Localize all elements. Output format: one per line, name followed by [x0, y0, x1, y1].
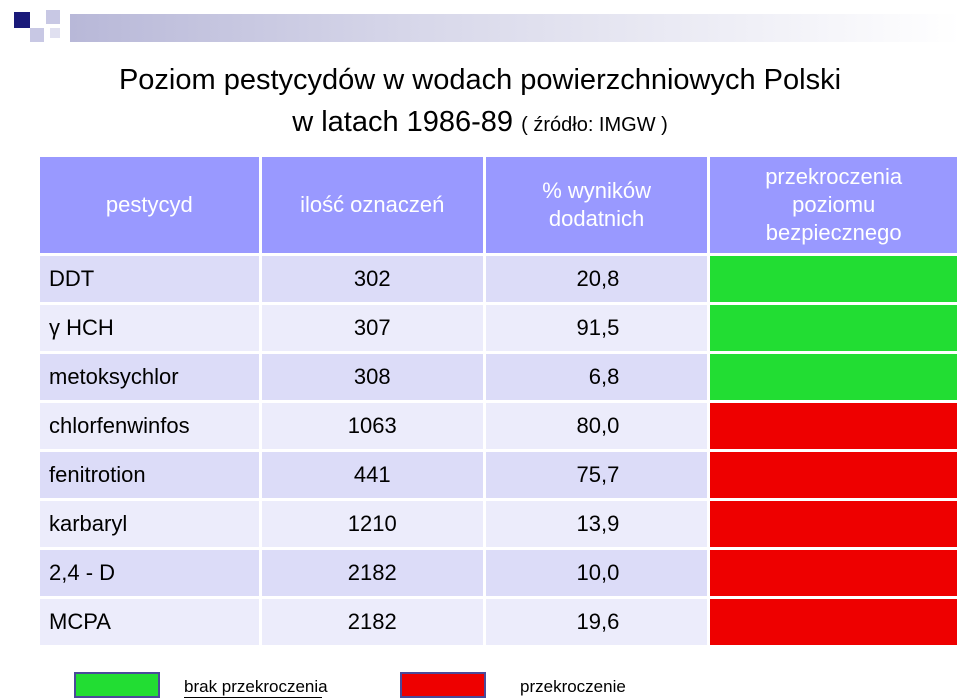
legend-label-exceed: przekroczenie [520, 677, 626, 696]
decor-square-light [30, 28, 44, 42]
header-ilosc-oznaczen: ilość oznaczeń [261, 157, 486, 256]
cell-procent: 13,9 [485, 501, 711, 550]
legend-swatch-no-exceed [74, 672, 160, 698]
cell-procent: 20,8 [485, 256, 711, 305]
cell-ilosc: 302 [261, 256, 486, 305]
cell-pestycyd: 2,4 - D [40, 550, 262, 599]
table-row: DDT 302 20,8 [40, 256, 957, 305]
header-przekroczenia: przekroczenia poziomu bezpiecznego [710, 157, 957, 256]
cell-ilosc: 308 [261, 354, 486, 403]
table-row: metoksychlor 308 6,8 [40, 354, 957, 403]
cell-ilosc: 2182 [261, 599, 486, 648]
cell-ilosc: 441 [261, 452, 486, 501]
cell-status-indicator [710, 354, 957, 403]
cell-procent: 75,7 [485, 452, 711, 501]
page-title: Poziom pestycydów w wodach powierzchniow… [118, 64, 842, 96]
decor-square-mid [46, 10, 60, 24]
page-subtitle: w latach 1986-89 ( źródło: IMGW ) [0, 106, 960, 139]
cell-procent: 19,6 [485, 599, 711, 648]
cell-pestycyd: MCPA [40, 599, 262, 648]
cell-procent: 91,5 [485, 305, 711, 354]
cell-procent: 10,0 [485, 550, 711, 599]
header-procent-dodatnich: % wyników dodatnich [485, 157, 711, 256]
cell-pestycyd: karbaryl [40, 501, 262, 550]
cell-status-indicator [710, 550, 957, 599]
cell-ilosc: 307 [261, 305, 486, 354]
decor-square-small [50, 28, 60, 38]
cell-pestycyd: DDT [40, 256, 262, 305]
cell-status-indicator [710, 452, 957, 501]
table-row: 2,4 - D 2182 10,0 [40, 550, 957, 599]
subtitle-source: ( źródło: IMGW ) [521, 114, 668, 136]
table-row: fenitrotion 441 75,7 [40, 452, 957, 501]
cell-status-indicator [710, 403, 957, 452]
cell-pestycyd: γ HCH [40, 305, 262, 354]
cell-ilosc: 1210 [261, 501, 486, 550]
pesticide-table: pestycyd ilość oznaczeń % wyników dodatn… [40, 157, 957, 648]
cell-status-indicator [710, 599, 957, 648]
table-row: MCPA 2182 19,6 [40, 599, 957, 648]
cell-pestycyd: chlorfenwinfos [40, 403, 262, 452]
decorative-header-band [0, 0, 960, 52]
decor-gradient-bar [70, 14, 960, 42]
legend-label-no-exceed: brak przekroczenia [184, 677, 328, 696]
table-row: karbaryl 1210 13,9 [40, 501, 957, 550]
table-row: γ HCH 307 91,5 [40, 305, 957, 354]
cell-ilosc: 1063 [261, 403, 486, 452]
subtitle-years: w latach 1986-89 [292, 106, 514, 138]
cell-procent: 80,0 [485, 403, 711, 452]
cell-status-indicator [710, 256, 957, 305]
legend-swatch-exceed [400, 672, 486, 698]
cell-pestycyd: metoksychlor [40, 354, 262, 403]
cell-status-indicator [710, 501, 957, 550]
cell-procent: 6,8 [485, 354, 711, 403]
cell-pestycyd: fenitrotion [40, 452, 262, 501]
table-row: chlorfenwinfos 1063 80,0 [40, 403, 957, 452]
cell-status-indicator [710, 305, 957, 354]
cell-ilosc: 2182 [261, 550, 486, 599]
header-pestycyd: pestycyd [40, 157, 262, 256]
table-header-row: pestycyd ilość oznaczeń % wyników dodatn… [40, 157, 957, 256]
decor-square-dark [14, 12, 30, 28]
